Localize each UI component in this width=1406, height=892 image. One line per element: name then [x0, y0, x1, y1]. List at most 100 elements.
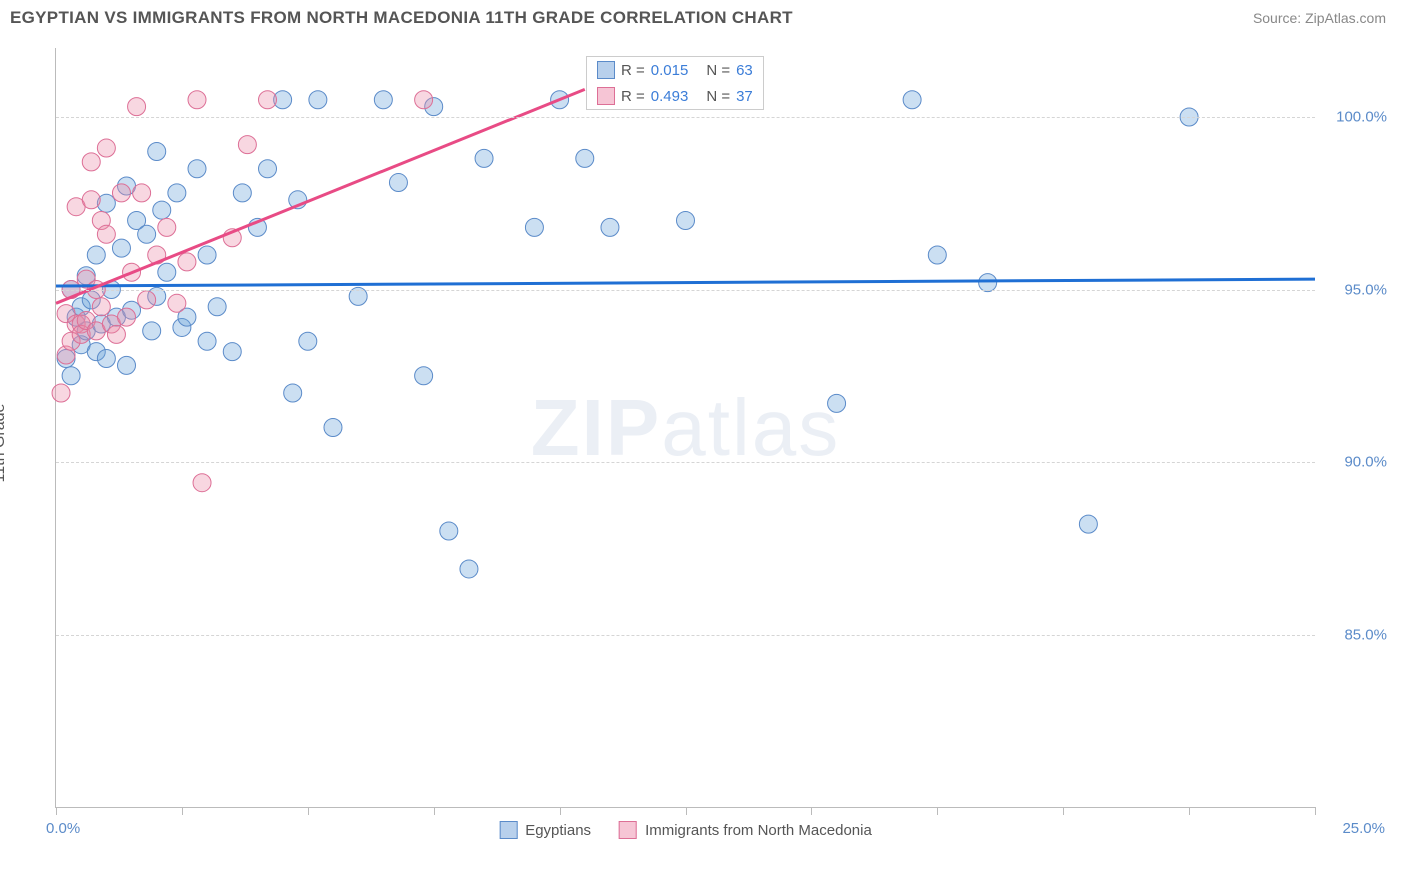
x-tick: [937, 807, 938, 815]
data-point: [97, 139, 115, 157]
data-point: [259, 91, 277, 109]
data-point: [138, 225, 156, 243]
x-tick: [182, 807, 183, 815]
legend-swatch: [499, 821, 517, 839]
data-point: [389, 174, 407, 192]
legend-swatch: [597, 61, 615, 79]
data-point: [460, 560, 478, 578]
data-point: [148, 143, 166, 161]
legend-label: Egyptians: [525, 822, 591, 839]
y-tick-label: 90.0%: [1325, 454, 1387, 471]
data-point: [299, 332, 317, 350]
data-point: [118, 308, 136, 326]
data-point: [112, 184, 130, 202]
data-point: [223, 343, 241, 361]
x-tick: [1315, 807, 1316, 815]
data-point: [415, 367, 433, 385]
data-point: [601, 218, 619, 236]
trend-line: [56, 279, 1315, 286]
data-point: [87, 246, 105, 264]
data-point: [168, 294, 186, 312]
data-point: [107, 325, 125, 343]
y-tick-label: 95.0%: [1325, 281, 1387, 298]
data-point: [97, 225, 115, 243]
legend-swatch: [619, 821, 637, 839]
legend-row: R = 0.493N = 37: [587, 83, 763, 109]
y-tick-label: 100.0%: [1325, 109, 1387, 126]
data-point: [576, 149, 594, 167]
legend-swatch: [597, 87, 615, 105]
y-axis-label: 11th Grade: [0, 404, 9, 483]
chart-title: EGYPTIAN VS IMMIGRANTS FROM NORTH MACEDO…: [10, 8, 793, 28]
data-point: [284, 384, 302, 402]
legend-r-label: R =: [621, 88, 645, 105]
data-point: [188, 91, 206, 109]
data-point: [309, 91, 327, 109]
legend-r-value: 0.493: [651, 88, 689, 105]
gridline: [56, 290, 1315, 291]
x-tick: [686, 807, 687, 815]
data-point: [143, 322, 161, 340]
x-tick: [434, 807, 435, 815]
data-point: [193, 474, 211, 492]
x-tick: [308, 807, 309, 815]
data-point: [62, 367, 80, 385]
data-point: [374, 91, 392, 109]
y-tick-label: 85.0%: [1325, 626, 1387, 643]
data-point: [92, 298, 110, 316]
legend-item: Immigrants from North Macedonia: [619, 821, 872, 839]
gridline: [56, 462, 1315, 463]
data-point: [677, 212, 695, 230]
x-tick: [1063, 807, 1064, 815]
data-point: [133, 184, 151, 202]
x-tick: [56, 807, 57, 815]
data-point: [97, 350, 115, 368]
data-point: [440, 522, 458, 540]
legend-r-label: R =: [621, 62, 645, 79]
x-tick: [1189, 807, 1190, 815]
data-point: [828, 394, 846, 412]
data-point: [928, 246, 946, 264]
data-point: [525, 218, 543, 236]
legend-item: Egyptians: [499, 821, 591, 839]
data-point: [1079, 515, 1097, 533]
data-point: [324, 419, 342, 437]
data-point: [82, 191, 100, 209]
data-point: [188, 160, 206, 178]
x-origin-label: 0.0%: [46, 820, 80, 837]
data-point: [52, 384, 70, 402]
data-point: [198, 332, 216, 350]
legend-r-value: 0.015: [651, 62, 689, 79]
correlation-legend: R = 0.015 N = 63 R = 0.493N = 37: [586, 56, 764, 110]
chart-container: 11th Grade ZIPatlas R = 0.015N = 63R = 0…: [10, 38, 1396, 848]
data-point: [475, 149, 493, 167]
x-tick: [811, 807, 812, 815]
data-point: [208, 298, 226, 316]
data-point: [198, 246, 216, 264]
data-point: [178, 253, 196, 271]
data-point: [158, 218, 176, 236]
source-attribution: Source: ZipAtlas.com: [1253, 10, 1386, 26]
legend-row: R = 0.015 N = 63: [587, 57, 763, 83]
data-point: [153, 201, 171, 219]
legend-n-value: 37: [736, 88, 753, 105]
gridline: [56, 117, 1315, 118]
legend-n-label: N =: [706, 62, 730, 79]
data-point: [168, 184, 186, 202]
series-legend: Egyptians Immigrants from North Macedonia: [499, 821, 872, 839]
data-point: [158, 263, 176, 281]
data-point: [82, 153, 100, 171]
data-point: [128, 98, 146, 116]
x-tick: [560, 807, 561, 815]
x-max-label: 25.0%: [1342, 820, 1385, 837]
data-point: [112, 239, 130, 257]
data-point: [118, 356, 136, 374]
legend-n-value: 63: [736, 62, 753, 79]
data-point: [903, 91, 921, 109]
data-point: [138, 291, 156, 309]
plot-area: ZIPatlas R = 0.015N = 63R = 0.493N = 37 …: [55, 48, 1315, 808]
legend-label: Immigrants from North Macedonia: [645, 822, 872, 839]
data-point: [233, 184, 251, 202]
data-point: [259, 160, 277, 178]
data-point: [238, 136, 256, 154]
